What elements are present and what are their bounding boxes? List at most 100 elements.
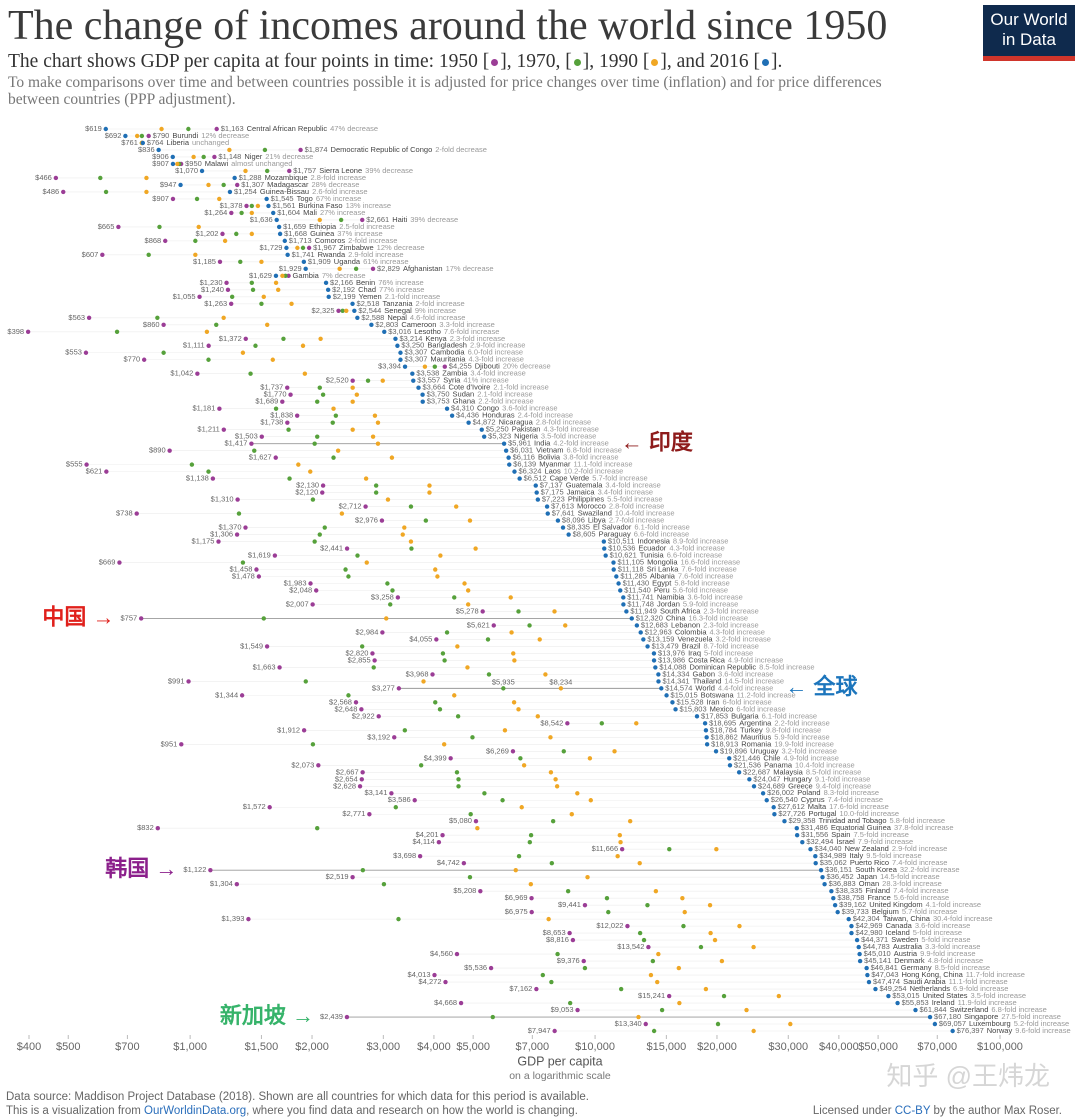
dot (393, 336, 398, 341)
dot (575, 1007, 580, 1013)
value-label: $14,574 (665, 683, 692, 692)
dot (694, 714, 700, 719)
change-label: 8.9-fold increase (673, 537, 728, 546)
value-label: $2,130 (296, 481, 319, 490)
dot (104, 469, 109, 474)
value-label: $1,627 (249, 453, 272, 462)
dot (950, 1028, 955, 1034)
dot (195, 371, 200, 376)
value-label: $2,771 (342, 809, 365, 818)
dot (443, 979, 448, 985)
dot (265, 322, 270, 327)
dot (350, 385, 355, 390)
dot (558, 686, 564, 691)
value-label: $950 (185, 159, 202, 168)
value-label: $39,733 (842, 907, 869, 916)
dot (350, 399, 355, 404)
dot (455, 714, 461, 719)
country-label: Togo (297, 194, 313, 203)
dot (582, 902, 588, 908)
dot (214, 322, 219, 327)
dot (744, 1007, 749, 1013)
dot (243, 336, 248, 341)
dot (83, 350, 89, 355)
country-label: Indonesia (637, 537, 670, 546)
dot (444, 406, 450, 411)
x-axis-title: GDP per capita (517, 1054, 602, 1068)
dot (144, 189, 149, 195)
dot (409, 546, 414, 551)
dot (363, 476, 369, 481)
value-label: $6,324 (518, 467, 541, 476)
value-label: $3,538 (416, 369, 439, 378)
dot (616, 581, 621, 586)
country-label: Iceland (886, 928, 910, 937)
change-label: 3.2-fold increase (782, 746, 837, 755)
dot (480, 609, 485, 614)
value-label: $1,264 (204, 208, 227, 217)
value-label: $6,139 (513, 460, 536, 469)
dot (294, 413, 300, 418)
dot (336, 308, 341, 313)
dot (239, 210, 244, 216)
dot (312, 539, 317, 544)
value-label: $2,199 (333, 292, 356, 301)
dot (475, 826, 480, 831)
country-label: Libya (588, 516, 607, 525)
dot (295, 245, 300, 251)
value-label: $1,909 (308, 257, 331, 266)
value-label: $8,653 (543, 928, 566, 937)
value-label: $8,096 (562, 516, 585, 525)
value-label: $2,820 (346, 648, 369, 657)
dot (320, 483, 326, 488)
footer-text: Licensed under (813, 1105, 895, 1117)
dot (402, 364, 408, 369)
country-label: Equatorial Guinea (831, 823, 892, 832)
dot (273, 280, 279, 286)
watermark: 知乎 @王炜龙 (886, 1061, 1050, 1091)
value-label: $790 (153, 131, 170, 140)
dot (239, 693, 245, 698)
dot (380, 378, 385, 383)
value-label: $12,320 (636, 613, 663, 622)
dot (201, 154, 206, 160)
country-label: Senegal (384, 306, 412, 315)
change-label: 4.6-fold increase (410, 313, 465, 322)
dot (206, 343, 211, 348)
country-label: Cape Verde (550, 474, 590, 483)
value-label: $1,629 (249, 271, 272, 280)
change-label: 14.5-fold increase (880, 872, 940, 881)
country-label: Cameroon (401, 320, 436, 329)
dot (206, 469, 211, 474)
value-label: $19,896 (720, 746, 747, 755)
dot (320, 392, 326, 397)
dot (261, 616, 266, 621)
value-label: $2,976 (355, 516, 378, 525)
logo[interactable]: Our World in Data (983, 5, 1075, 61)
x-tick-label: $3,000 (367, 1041, 401, 1053)
dot (288, 392, 293, 397)
value-label: $3,141 (364, 788, 387, 797)
dot (511, 700, 517, 705)
dot (527, 623, 532, 628)
dot (468, 812, 473, 817)
change-label: 6.0-fold increase (468, 348, 523, 357)
country-label: Bulgaria (731, 711, 759, 720)
dot (656, 672, 661, 677)
country-label: Uganda (334, 257, 361, 266)
dot (248, 371, 253, 376)
value-label: $34,989 (819, 851, 846, 860)
dot (376, 714, 381, 719)
value-label: $1,055 (173, 292, 196, 301)
dot (423, 518, 429, 523)
dot (240, 560, 246, 565)
value-label: $1,310 (211, 495, 234, 504)
change-label: 2.4-fold increase (518, 411, 573, 420)
footer-visualization: This is a visualization from OurWorldinD… (6, 1105, 578, 1117)
change-label: 3.3-fold increase (925, 942, 980, 951)
footer-link[interactable]: OurWorldinData.org (144, 1105, 246, 1117)
footer-link[interactable]: CC-BY (895, 1105, 931, 1117)
dot (217, 196, 222, 202)
dot (217, 259, 223, 265)
value-label: $7,223 (542, 495, 565, 504)
